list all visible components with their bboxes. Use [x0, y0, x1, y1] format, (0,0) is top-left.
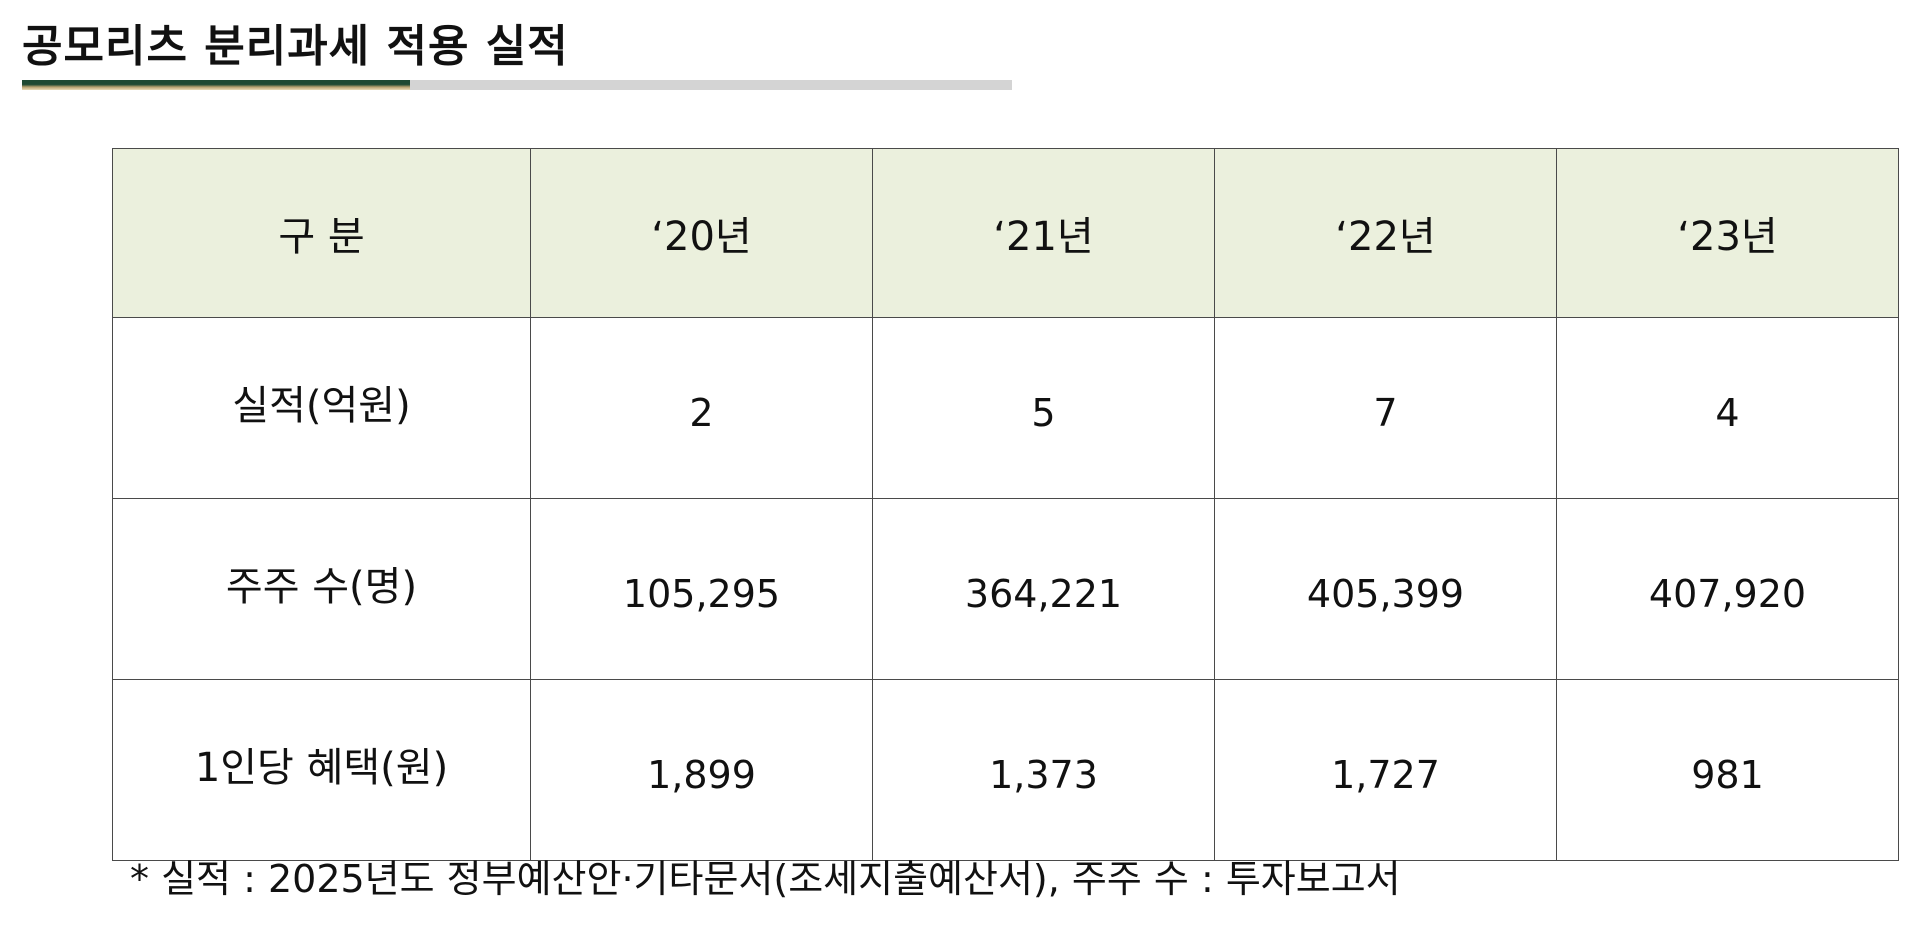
table-cell: 5: [872, 317, 1215, 499]
table-row: 실적(억원) 2 5 7 4: [112, 317, 1899, 499]
table-cell: 981: [1556, 679, 1899, 861]
table-cell: 1,727: [1214, 679, 1557, 861]
header-cell-year: ‘20년: [530, 148, 873, 318]
table-cell: 1,373: [872, 679, 1215, 861]
table-cell: 405,399: [1214, 498, 1557, 680]
table-row: 1인당 혜택(원) 1,899 1,373 1,727 981: [112, 679, 1899, 861]
header-cell-year: ‘22년: [1214, 148, 1557, 318]
table-cell: 364,221: [872, 498, 1215, 680]
table-cell: 105,295: [530, 498, 873, 680]
source-footnote: * 실적 : 2025년도 정부예산안·기타문서(조세지출예산서), 주주 수 …: [130, 857, 1401, 901]
row-label: 1인당 혜택(원): [112, 679, 531, 861]
performance-table: 구 분 ‘20년 ‘21년 ‘22년 ‘23년 실적(억원) 2 5 7 4 주…: [112, 148, 1899, 861]
row-label: 주주 수(명): [112, 498, 531, 680]
title-underline-accent: [22, 80, 410, 90]
header-cell-year: ‘21년: [872, 148, 1215, 318]
table-header-row: 구 분 ‘20년 ‘21년 ‘22년 ‘23년: [112, 148, 1899, 318]
table-cell: 4: [1556, 317, 1899, 499]
title-underline: [22, 80, 1012, 90]
table-row: 주주 수(명) 105,295 364,221 405,399 407,920: [112, 498, 1899, 680]
table-cell: 7: [1214, 317, 1557, 499]
header-cell-category: 구 분: [112, 148, 531, 318]
header-cell-year: ‘23년: [1556, 148, 1899, 318]
page-title: 공모리츠 분리과세 적용 실적: [22, 21, 569, 72]
table-cell: 1,899: [530, 679, 873, 861]
table-cell: 407,920: [1556, 498, 1899, 680]
row-label: 실적(억원): [112, 317, 531, 499]
table-cell: 2: [530, 317, 873, 499]
